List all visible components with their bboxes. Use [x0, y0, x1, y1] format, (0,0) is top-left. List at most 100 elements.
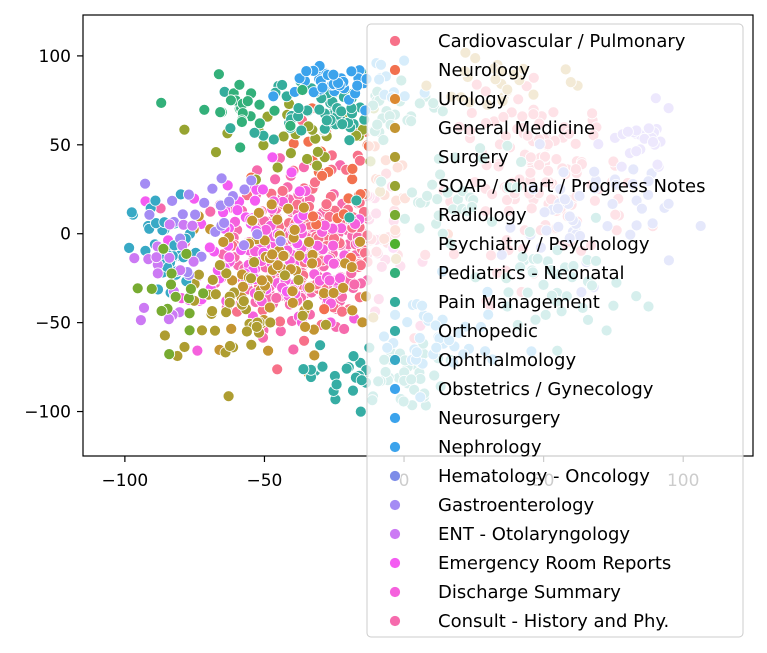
data-point	[249, 194, 261, 207]
data-point	[248, 256, 261, 269]
data-point	[292, 102, 305, 114]
data-point	[150, 251, 163, 264]
data-point	[169, 290, 182, 303]
data-point	[282, 202, 295, 215]
legend-marker	[389, 383, 401, 395]
data-point	[271, 213, 284, 226]
data-point	[268, 104, 281, 117]
data-point	[267, 133, 280, 146]
data-point	[214, 106, 227, 118]
data-point	[251, 228, 264, 241]
legend-label: Pediatrics - Neonatal	[438, 263, 625, 284]
data-point	[288, 223, 301, 236]
data-point	[313, 103, 326, 116]
legend-label: ENT - Otolaryngology	[438, 524, 630, 545]
data-point	[224, 94, 237, 107]
data-point	[223, 296, 236, 309]
legend-box	[366, 23, 744, 638]
data-point	[311, 159, 323, 172]
data-point	[224, 122, 237, 135]
data-point	[246, 214, 259, 227]
legend-label: Surgery	[438, 147, 509, 168]
x-tick-label: −100	[102, 471, 149, 491]
y-tick-label: −50	[35, 314, 71, 334]
data-point	[233, 78, 246, 91]
legend-marker	[389, 354, 401, 366]
data-point	[206, 305, 219, 318]
legend-marker	[389, 151, 401, 163]
legend-label: Nephrology	[438, 437, 542, 458]
data-point	[192, 268, 205, 281]
data-point	[301, 153, 314, 165]
legend-marker	[389, 93, 401, 105]
data-point	[327, 239, 340, 252]
legend-marker	[389, 122, 401, 134]
data-point	[299, 320, 312, 333]
data-point	[278, 269, 291, 282]
y-tick-label: −100	[24, 403, 71, 423]
data-point	[253, 98, 266, 111]
data-point	[276, 79, 289, 91]
y-tick-label: 50	[49, 136, 71, 156]
legend-label: Urology	[438, 89, 508, 110]
data-point	[345, 65, 358, 78]
data-point	[351, 79, 364, 92]
data-point	[265, 198, 278, 211]
data-point	[183, 307, 196, 320]
legend-marker	[389, 557, 401, 569]
data-point	[206, 273, 219, 286]
data-point	[345, 261, 358, 274]
legend-label: Neurosurgery	[438, 408, 561, 429]
data-point	[178, 341, 191, 353]
data-point	[210, 146, 222, 159]
legend-label: Cardiovascular / Pulmonary	[438, 31, 686, 52]
data-point	[316, 169, 329, 182]
legend-marker	[389, 615, 401, 627]
legend: Cardiovascular / Pulmonary Neurology Urolo…	[366, 23, 744, 638]
data-point	[149, 194, 162, 207]
data-point	[346, 173, 359, 186]
data-point	[215, 172, 228, 185]
data-point	[196, 324, 208, 337]
data-point	[235, 116, 248, 128]
data-point	[176, 208, 189, 221]
data-point	[286, 285, 299, 298]
legend-label: Orthopedic	[438, 321, 538, 342]
data-point	[165, 267, 178, 280]
x-tick-label: −50	[247, 471, 283, 491]
data-point	[234, 141, 247, 154]
data-point	[198, 103, 211, 116]
legend-label: Emergency Room Reports	[438, 553, 671, 574]
legend-label: SOAP / Chart / Progress Notes	[438, 176, 705, 197]
legend-marker	[389, 586, 401, 598]
data-point	[131, 282, 144, 295]
data-point	[319, 318, 332, 331]
data-point	[163, 348, 176, 361]
data-point	[145, 282, 158, 295]
data-point	[293, 249, 306, 262]
data-point	[293, 72, 306, 85]
data-point	[134, 314, 147, 327]
data-point	[237, 280, 249, 293]
data-point	[151, 267, 164, 280]
data-point	[271, 259, 284, 272]
data-point	[138, 301, 150, 314]
legend-marker	[389, 35, 401, 47]
data-point	[245, 174, 258, 187]
data-point	[125, 206, 138, 219]
data-point	[274, 235, 287, 248]
data-point	[320, 198, 333, 211]
data-point	[267, 90, 280, 103]
data-point	[348, 278, 361, 291]
data-point	[204, 205, 217, 218]
data-point	[253, 117, 266, 130]
legend-label: Hematology - Oncology	[438, 466, 650, 487]
legend-label: Consult - History and Phy.	[438, 611, 669, 632]
y-tick-label: 100	[39, 47, 71, 67]
legend-marker	[389, 238, 401, 250]
data-point	[209, 324, 221, 337]
data-point	[340, 362, 353, 375]
data-point	[139, 177, 152, 190]
data-point	[323, 274, 336, 287]
data-point	[297, 363, 310, 376]
